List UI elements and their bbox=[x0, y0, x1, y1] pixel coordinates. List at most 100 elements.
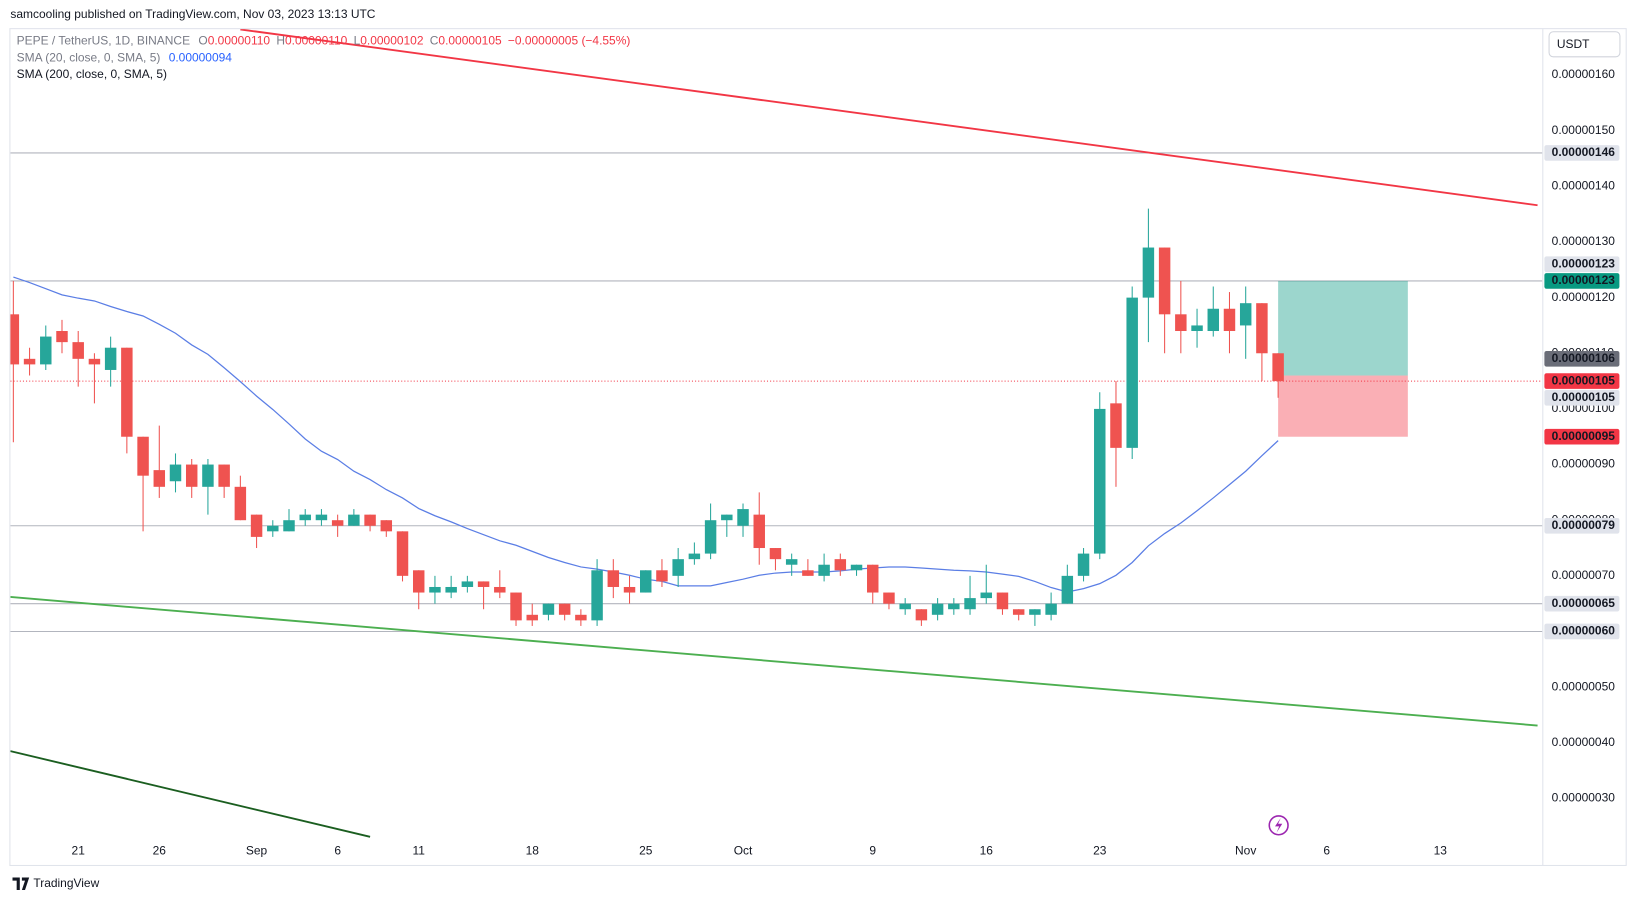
candle-body bbox=[104, 347, 117, 370]
candle-body bbox=[850, 564, 863, 571]
currency-button[interactable] bbox=[1548, 31, 1621, 58]
candle-body bbox=[1012, 609, 1025, 615]
x-tick-label: 26 bbox=[153, 844, 167, 858]
y-tick-label: 0.00000040 bbox=[1552, 735, 1616, 749]
x-tick-label: 6 bbox=[1323, 844, 1330, 858]
candle-body bbox=[121, 347, 133, 437]
candle-body bbox=[899, 603, 911, 610]
candle-body bbox=[461, 581, 474, 587]
ohlc-key: L bbox=[354, 34, 361, 48]
candle-body bbox=[250, 514, 263, 537]
candle-body bbox=[1029, 609, 1041, 615]
candle-body bbox=[1191, 325, 1203, 332]
candle-body bbox=[348, 514, 360, 526]
candle-body bbox=[299, 514, 311, 521]
plot-area bbox=[10, 29, 1543, 838]
y-tick-label: 0.00000090 bbox=[1552, 457, 1616, 471]
x-tick-label: Oct bbox=[734, 844, 753, 858]
candle-body bbox=[40, 336, 52, 365]
candle-body bbox=[153, 470, 166, 487]
x-tick-label: 13 bbox=[1434, 844, 1448, 858]
price-axis: 0.00000160 0.00000150 0.00000140 0.00000130… bbox=[1544, 67, 1620, 805]
candle-body bbox=[234, 486, 247, 521]
position-stop-zone bbox=[1278, 375, 1408, 437]
candle-body bbox=[1061, 575, 1074, 604]
candle-body bbox=[1077, 553, 1090, 576]
candle-body bbox=[769, 548, 782, 560]
alert-icon[interactable] bbox=[1268, 815, 1289, 836]
brand-logo: TradingView bbox=[12, 876, 100, 890]
candle-body bbox=[396, 531, 409, 576]
candle-body bbox=[1110, 403, 1122, 448]
ohlc-key: O bbox=[198, 34, 207, 48]
candle-body bbox=[558, 603, 571, 615]
candle-body bbox=[996, 592, 1009, 610]
y-tick-label: 0.00000150 bbox=[1552, 123, 1616, 137]
price-label: 0.00000105 bbox=[1552, 390, 1616, 404]
candle-body bbox=[867, 564, 879, 593]
symbol: PEPE / TetherUS, 1D, BINANCE bbox=[17, 34, 190, 48]
y-tick-label: 0.00000050 bbox=[1552, 679, 1616, 693]
trendline bbox=[10, 596, 1538, 727]
candle-body bbox=[785, 559, 798, 565]
y-tick-label: 0.00000160 bbox=[1552, 67, 1616, 81]
price-label: 0.00000095 bbox=[1552, 429, 1616, 443]
y-tick-label: 0.00000120 bbox=[1552, 290, 1616, 304]
candle-body bbox=[412, 570, 425, 593]
x-tick-label: Nov bbox=[1235, 844, 1256, 858]
candle-body bbox=[1158, 247, 1171, 315]
price-label-box bbox=[1544, 145, 1620, 161]
candle-body bbox=[72, 342, 84, 359]
x-tick-label: 9 bbox=[869, 844, 876, 858]
price-label: 0.00000123 bbox=[1552, 256, 1616, 270]
position-target-zone bbox=[1278, 280, 1408, 376]
candle-body bbox=[737, 509, 749, 526]
trendline bbox=[240, 29, 1538, 207]
candle-body bbox=[185, 464, 198, 487]
legend: PEPE / TetherUS, 1D, BINANCE O0.00000110 H… bbox=[17, 34, 631, 81]
candle-body bbox=[137, 436, 149, 476]
candle-body bbox=[688, 553, 701, 560]
candle-body bbox=[331, 520, 344, 526]
price-label: 0.00000123 bbox=[1552, 273, 1616, 287]
candle-body bbox=[802, 570, 814, 576]
indicator-name: SMA (200, close, 0, SMA, 5) bbox=[17, 67, 167, 81]
price-label-box bbox=[1544, 373, 1620, 389]
candle-body bbox=[591, 570, 603, 621]
chart-title: samcooling published on TradingView.com,… bbox=[10, 7, 375, 21]
candle-body bbox=[964, 598, 976, 610]
trendline bbox=[10, 750, 371, 838]
price-label: 0.00000146 bbox=[1552, 145, 1616, 159]
candle-body bbox=[672, 559, 684, 576]
candle-body bbox=[980, 592, 992, 599]
candle-body bbox=[364, 514, 376, 526]
candle-body bbox=[721, 514, 733, 521]
candle-body bbox=[607, 570, 620, 587]
price-label: 0.00000105 bbox=[1552, 373, 1616, 387]
candle-body bbox=[429, 586, 441, 593]
price-label: 0.00000079 bbox=[1552, 518, 1616, 532]
candle-body bbox=[283, 520, 295, 532]
candle-body bbox=[445, 586, 457, 593]
ohlc-key: H bbox=[276, 34, 285, 48]
price-label: 0.00000060 bbox=[1552, 624, 1616, 638]
candle-body bbox=[640, 570, 652, 593]
candle-body bbox=[948, 603, 960, 610]
ohlc-key: C bbox=[430, 34, 439, 48]
currency[interactable]: USDT bbox=[1557, 37, 1590, 51]
candle-body bbox=[1175, 314, 1187, 332]
candle-body bbox=[494, 586, 506, 593]
candle-body bbox=[56, 331, 68, 343]
price-label-box bbox=[1544, 428, 1620, 445]
candle-body bbox=[704, 520, 717, 554]
price-label-box bbox=[1544, 273, 1620, 289]
y-tick-label: 0.00000130 bbox=[1552, 234, 1616, 248]
x-tick-label: 16 bbox=[980, 844, 994, 858]
price-label: 0.00000065 bbox=[1552, 596, 1616, 610]
x-tick-label: Sep bbox=[246, 844, 268, 858]
candle-body bbox=[23, 358, 36, 365]
x-tick-label: 21 bbox=[72, 844, 86, 858]
x-tick-label: 23 bbox=[1093, 844, 1107, 858]
x-tick-label: 6 bbox=[334, 844, 341, 858]
alert-bolt[interactable] bbox=[1274, 818, 1283, 833]
